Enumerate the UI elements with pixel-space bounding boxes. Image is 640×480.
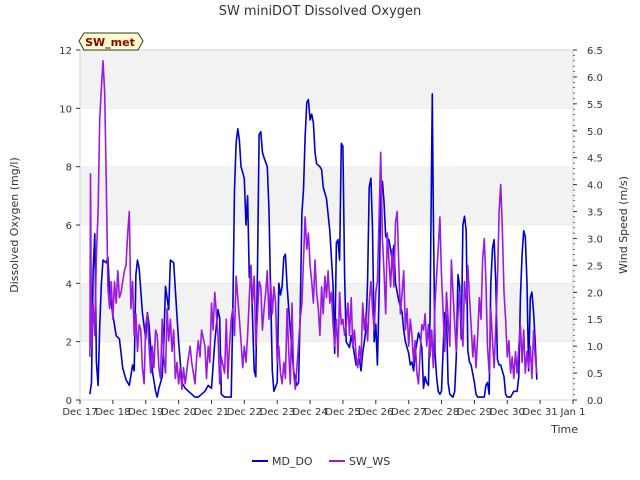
x-axis-label: Time: [550, 423, 578, 436]
y-right-tick-label: 6.0: [587, 73, 603, 84]
x-tick-label: Dec 19: [128, 407, 163, 418]
y-right-tick-label: 6.5: [587, 46, 603, 57]
x-tick-label: Dec 26: [358, 407, 393, 418]
y-left-tick-label: 12: [59, 46, 72, 57]
badge: SW_met: [78, 32, 144, 51]
legend: MD_DO SW_WS: [252, 455, 390, 468]
x-tick-label: Dec 27: [391, 407, 426, 418]
y-right-tick-label: 3.5: [587, 208, 603, 219]
x-tick-label: Dec 18: [95, 407, 130, 418]
legend-label-md-do: MD_DO: [272, 455, 313, 468]
y-left-tick-label: 6: [66, 221, 72, 232]
grid-band: [80, 50, 573, 109]
y-right-tick-label: 1.5: [587, 315, 603, 326]
y-right-tick-label: 2.0: [587, 288, 603, 299]
y-right-tick-label: 0.0: [587, 396, 603, 407]
x-tick-label: Dec 23: [260, 407, 295, 418]
y-right-tick-label: 1.0: [587, 342, 603, 353]
x-tick-label: Dec 21: [194, 407, 229, 418]
x-tick-label: Dec 25: [325, 407, 360, 418]
series-line-sw-ws: [89, 60, 538, 390]
legend-label-sw-ws: SW_WS: [349, 455, 390, 468]
y-axis-right-label: Wind Speed (m/s): [617, 176, 630, 274]
y-right-tick-label: 3.0: [587, 234, 603, 245]
y-right-tick-label: 2.5: [587, 261, 603, 272]
x-tick-label: Jan 1: [560, 407, 586, 418]
x-tick-label: Dec 22: [227, 407, 262, 418]
x-tick-label: Dec 24: [292, 407, 327, 418]
badge-shape: [78, 32, 144, 51]
y-left-tick-label: 10: [59, 104, 72, 115]
y-left-tick-label: 8: [66, 163, 72, 174]
y-left-tick-label: 4: [66, 279, 72, 290]
badge-label: SW_met: [85, 36, 135, 49]
y-left-tick-label: 2: [66, 338, 72, 349]
x-tick-label: Dec 31: [523, 407, 558, 418]
x-tick-label: Dec 30: [490, 407, 525, 418]
x-tick-label: Dec 29: [457, 407, 492, 418]
series-line-md-do: [89, 93, 538, 398]
y-right-tick-label: 5.0: [587, 127, 603, 138]
series-lines: [89, 60, 538, 398]
y-right-tick-label: 0.5: [587, 369, 603, 380]
x-tick-label: Dec 28: [424, 407, 459, 418]
chart-title: SW miniDOT Dissolved Oxygen: [219, 4, 422, 19]
y-right-tick-label: 4.5: [587, 154, 603, 165]
y-right-tick-label: 4.0: [587, 181, 603, 192]
x-tick-label: Dec 17: [62, 407, 97, 418]
x-tick-label: Dec 20: [161, 407, 196, 418]
y-right-tick-label: 5.5: [587, 100, 603, 111]
y-axis-left-label: Dissolved Oxygen (mg/l): [8, 157, 21, 292]
y-left-tick-label: 0: [66, 396, 72, 407]
